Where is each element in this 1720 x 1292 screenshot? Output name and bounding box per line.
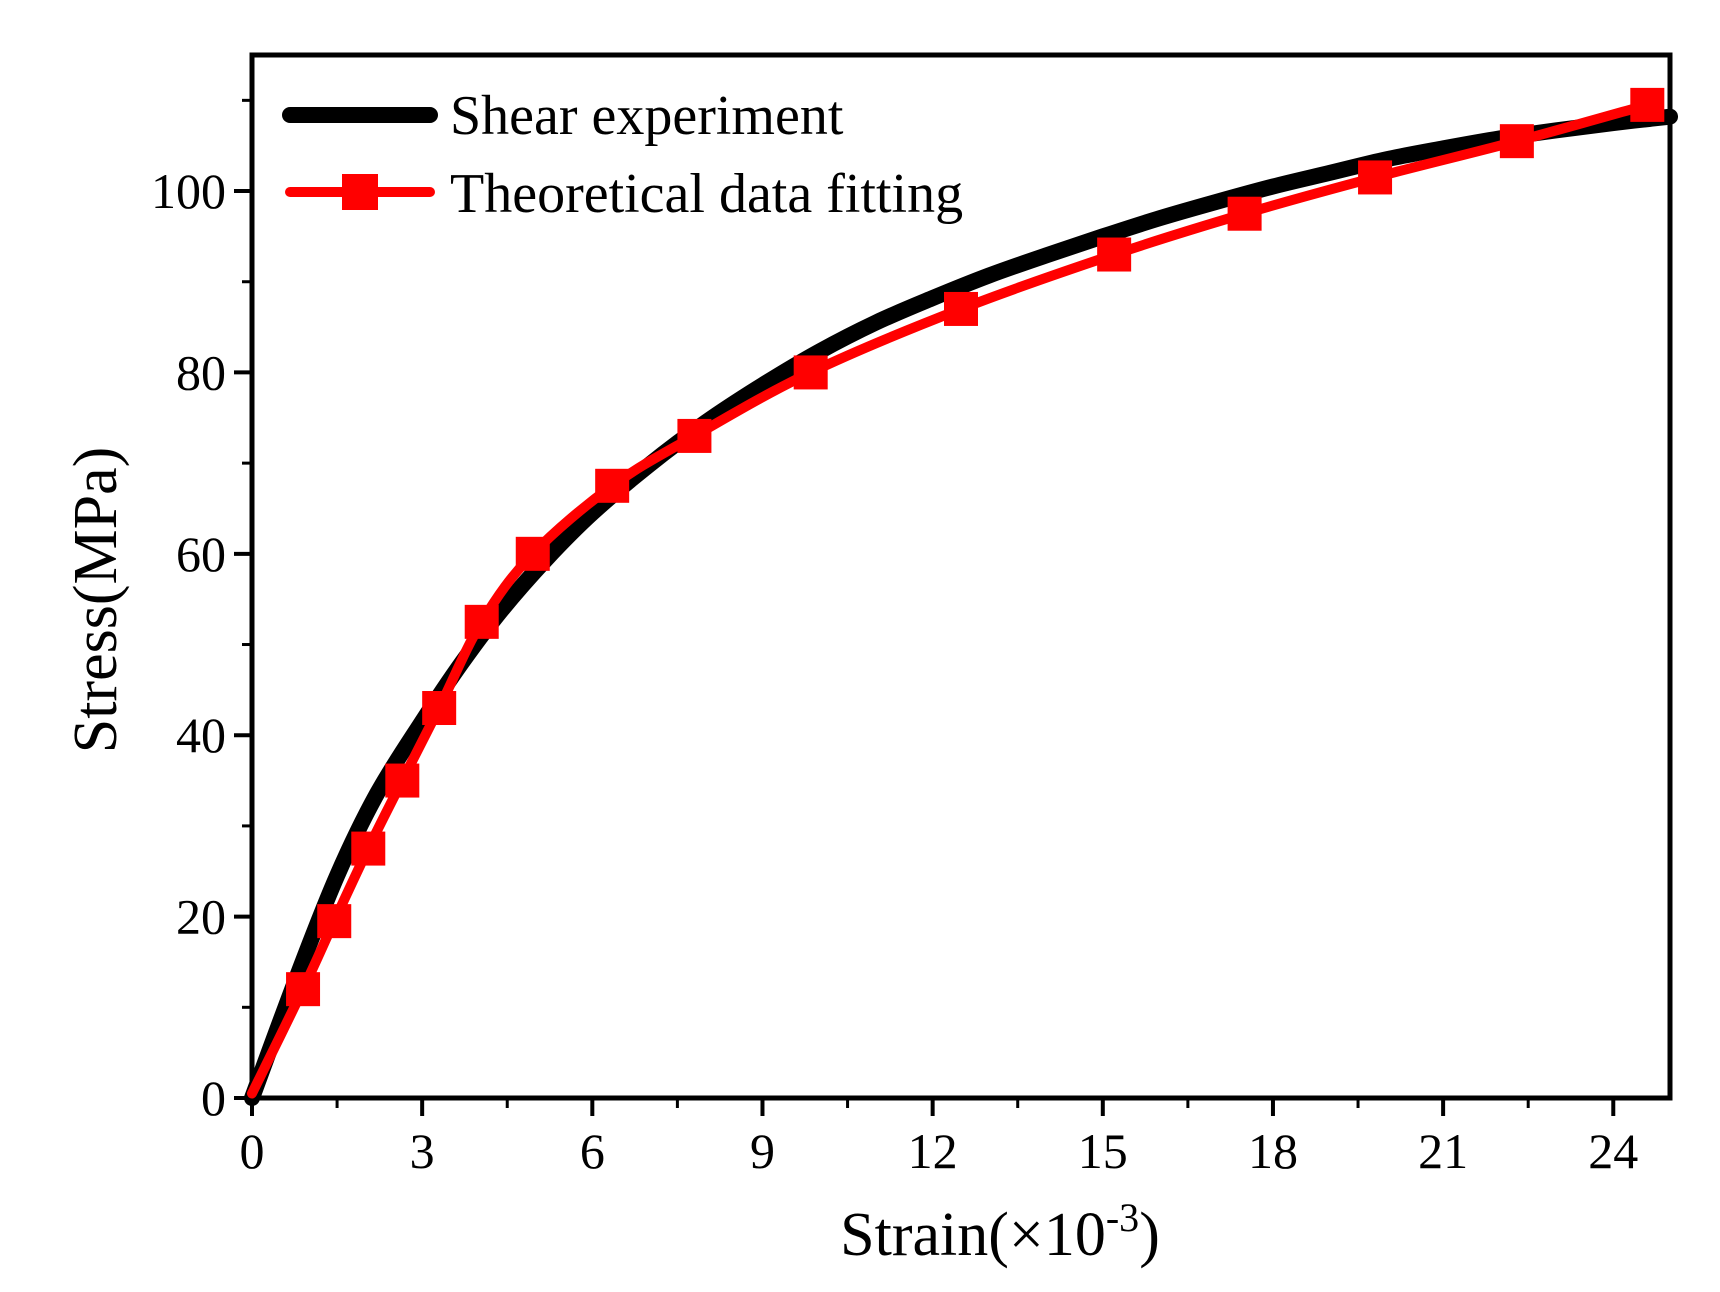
y-tick-label: 100 xyxy=(151,163,226,219)
marker-theoretical-fitting xyxy=(1097,237,1132,272)
x-tick-label: 12 xyxy=(908,1123,958,1179)
marker-theoretical-fitting xyxy=(1499,124,1534,159)
x-axis-title-main: Strain(×10 xyxy=(840,1201,1106,1269)
marker-theoretical-fitting xyxy=(422,691,457,726)
x-tick-label: 15 xyxy=(1078,1123,1128,1179)
y-axis-title: Stress(MPa) xyxy=(62,447,130,754)
marker-theoretical-fitting xyxy=(1227,196,1262,231)
x-tick-label: 24 xyxy=(1588,1123,1638,1179)
x-axis-title: Strain(×10-3) xyxy=(840,1195,1160,1269)
x-tick-label: 9 xyxy=(750,1123,775,1179)
legend-label-theoretical-fitting: Theoretical data fitting xyxy=(450,163,963,225)
y-tick-label: 80 xyxy=(176,344,226,400)
axis-ticks xyxy=(234,98,1616,1116)
y-tick-label: 60 xyxy=(176,526,226,582)
y-tick-label: 20 xyxy=(176,889,226,945)
marker-theoretical-fitting xyxy=(515,536,550,571)
x-tick-label: 6 xyxy=(580,1123,605,1179)
axis-tick-labels: 0 3 6 9 12 15 18 21 24 0 20 40 60 80 100 xyxy=(151,163,1638,1179)
x-tick-label: 0 xyxy=(240,1123,265,1179)
marker-theoretical-fitting xyxy=(1358,160,1393,195)
marker-theoretical-fitting xyxy=(595,468,630,503)
x-axis-title-exponent: -3 xyxy=(1106,1195,1139,1240)
plot-frame xyxy=(249,52,1673,1101)
x-tick-label: 21 xyxy=(1418,1123,1468,1179)
x-axis-title-close: ) xyxy=(1139,1201,1160,1269)
legend: Shear experiment Theoretical data fittin… xyxy=(282,85,963,225)
series-line-theoretical-fitting xyxy=(247,99,1653,1099)
marker-theoretical-fitting xyxy=(317,904,352,939)
y-tick-label: 0 xyxy=(201,1070,226,1126)
x-tick-label: 18 xyxy=(1248,1123,1298,1179)
series-line-shear-experiment xyxy=(244,108,1678,1106)
x-tick-label: 3 xyxy=(410,1123,435,1179)
marker-theoretical-fitting xyxy=(1630,87,1665,122)
marker-theoretical-fitting xyxy=(351,831,386,866)
y-tick-label: 40 xyxy=(176,707,226,763)
series-layer xyxy=(244,87,1678,1106)
marker-theoretical-fitting xyxy=(464,604,499,639)
marker-theoretical-fitting xyxy=(793,355,828,390)
marker-theoretical-fitting xyxy=(677,418,712,453)
legend-label-shear-experiment: Shear experiment xyxy=(450,85,844,147)
marker-theoretical-fitting xyxy=(944,291,978,326)
marker-theoretical-fitting xyxy=(385,763,420,798)
marker-theoretical-fitting xyxy=(286,972,321,1007)
legend-marker-theoretical-fitting xyxy=(342,174,378,210)
